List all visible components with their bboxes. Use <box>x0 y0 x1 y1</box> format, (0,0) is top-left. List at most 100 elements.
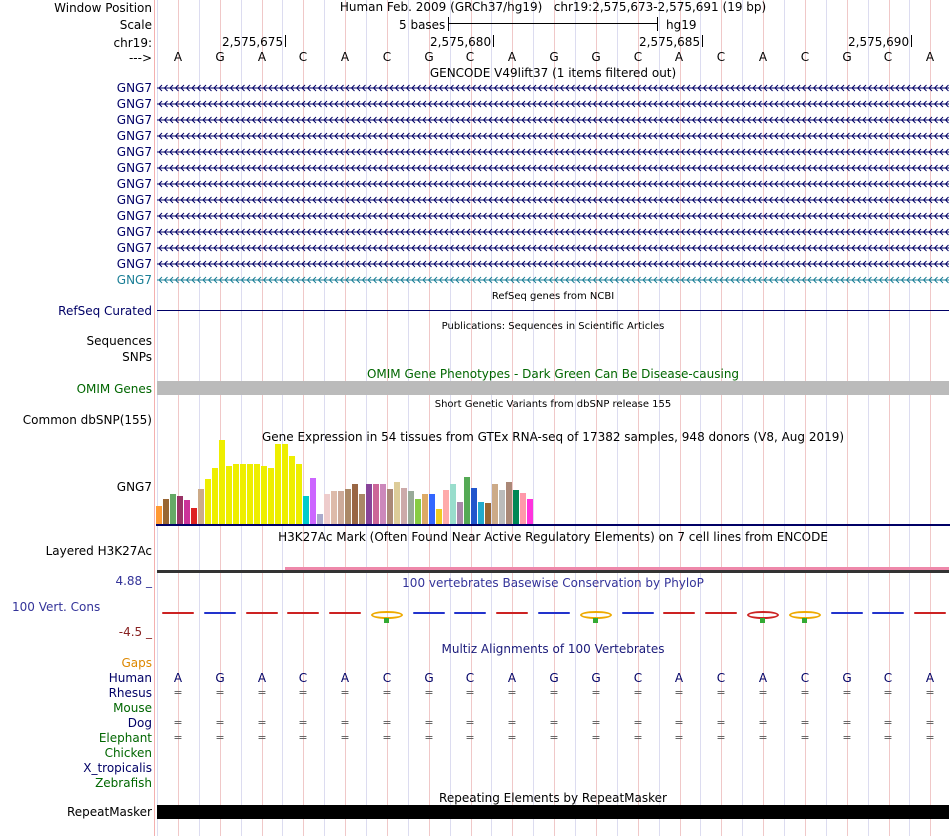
gtex-tissue-bar[interactable] <box>331 491 337 524</box>
gtex-tissue-bar[interactable] <box>219 440 225 524</box>
refseq-gene-line[interactable] <box>157 310 949 311</box>
gencode-gene-line[interactable] <box>157 99 949 109</box>
gtex-tissue-bar[interactable] <box>184 500 190 524</box>
gencode-gene-label[interactable]: GNG7 <box>116 145 152 159</box>
gtex-tissue-bar[interactable] <box>422 494 428 524</box>
refseq-label[interactable]: RefSeq Curated <box>58 304 152 318</box>
gencode-gene-line[interactable] <box>157 211 949 221</box>
gtex-tissue-bar[interactable] <box>450 484 456 524</box>
gtex-tissue-bar[interactable] <box>499 490 505 524</box>
gtex-bar-chart[interactable] <box>156 440 540 524</box>
gtex-track-title[interactable]: Gene Expression in 54 tissues from GTEx … <box>261 430 845 444</box>
gencode-gene-label[interactable]: GNG7 <box>116 209 152 223</box>
refseq-track-title[interactable]: RefSeq genes from NCBI <box>491 291 615 302</box>
gtex-tissue-bar[interactable] <box>394 482 400 524</box>
h3k27ac-label[interactable]: Layered H3K27Ac <box>45 544 152 558</box>
conservation-track-title[interactable]: 100 vertebrates Basewise Conservation by… <box>402 576 704 590</box>
gtex-tissue-bar[interactable] <box>429 494 435 524</box>
gtex-tissue-bar[interactable] <box>387 489 393 524</box>
gtex-tissue-bar[interactable] <box>247 464 253 524</box>
omim-gene-bar[interactable] <box>157 381 949 395</box>
gtex-tissue-bar[interactable] <box>366 484 372 524</box>
gencode-gene-line[interactable] <box>157 275 949 285</box>
gtex-tissue-bar[interactable] <box>296 464 302 524</box>
conservation-label[interactable]: 100 Vert. Cons <box>12 600 101 614</box>
gtex-tissue-bar[interactable] <box>492 484 498 524</box>
gtex-tissue-bar[interactable] <box>254 464 260 524</box>
gtex-tissue-bar[interactable] <box>471 488 477 524</box>
gencode-gene-label[interactable]: GNG7 <box>116 257 152 271</box>
gtex-tissue-bar[interactable] <box>520 493 526 524</box>
species-zebrafish[interactable]: Zebrafish <box>95 776 152 790</box>
gencode-gene-label[interactable]: GNG7 <box>116 193 152 207</box>
gtex-tissue-bar[interactable] <box>373 484 379 524</box>
gencode-track-title[interactable]: GENCODE V49lift37 (1 items filtered out) <box>429 66 677 80</box>
species-elephant[interactable]: Elephant <box>98 731 152 745</box>
h3k27ac-track-title[interactable]: H3K27Ac Mark (Often Found Near Active Re… <box>278 530 828 544</box>
gtex-tissue-bar[interactable] <box>415 499 421 524</box>
gtex-tissue-bar[interactable] <box>163 499 169 524</box>
gtex-tissue-bar[interactable] <box>205 479 211 524</box>
gtex-tissue-bar[interactable] <box>282 444 288 524</box>
gtex-tissue-bar[interactable] <box>240 464 246 524</box>
gencode-gene-line[interactable] <box>157 259 949 269</box>
gencode-gene-label[interactable]: GNG7 <box>116 129 152 143</box>
gtex-tissue-bar[interactable] <box>345 489 351 524</box>
publications-track-title[interactable]: Publications: Sequences in Scientific Ar… <box>441 321 665 332</box>
gtex-gene-label[interactable]: GNG7 <box>116 480 152 494</box>
gtex-tissue-bar[interactable] <box>485 503 491 524</box>
gencode-gene-label[interactable]: GNG7 <box>116 113 152 127</box>
h3k27ac-signal[interactable] <box>157 570 949 573</box>
species-mouse[interactable]: Mouse <box>113 701 152 715</box>
species-x-tropicalis[interactable]: X_tropicalis <box>83 761 152 775</box>
gencode-gene-line[interactable] <box>157 243 949 253</box>
gtex-tissue-bar[interactable] <box>380 484 386 524</box>
gtex-tissue-bar[interactable] <box>338 491 344 524</box>
gtex-tissue-bar[interactable] <box>401 488 407 524</box>
gtex-tissue-bar[interactable] <box>464 477 470 524</box>
gtex-tissue-bar[interactable] <box>191 508 197 524</box>
gtex-tissue-bar[interactable] <box>457 502 463 524</box>
gtex-tissue-bar[interactable] <box>289 456 295 524</box>
snps-label[interactable]: SNPs <box>122 350 152 364</box>
h3k27ac-signal-overlay[interactable] <box>285 567 949 570</box>
dbsnp-track-title[interactable]: Short Genetic Variants from dbSNP releas… <box>434 399 672 410</box>
species-human[interactable]: Human <box>108 671 152 685</box>
gencode-gene-label[interactable]: GNG7 <box>116 97 152 111</box>
gencode-gene-line[interactable] <box>157 195 949 205</box>
repeatmasker-bar[interactable] <box>157 805 949 819</box>
gtex-tissue-bar[interactable] <box>408 491 414 524</box>
gtex-tissue-bar[interactable] <box>198 489 204 524</box>
gencode-gene-line[interactable] <box>157 147 949 157</box>
gencode-gene-label[interactable]: GNG7 <box>116 225 152 239</box>
gencode-gene-line[interactable] <box>157 179 949 189</box>
gtex-tissue-bar[interactable] <box>156 506 162 524</box>
dbsnp-label[interactable]: Common dbSNP(155) <box>22 413 152 427</box>
omim-track-title[interactable]: OMIM Gene Phenotypes - Dark Green Can Be… <box>366 367 740 381</box>
gtex-tissue-bar[interactable] <box>478 502 484 524</box>
species-dog[interactable]: Dog <box>127 716 152 730</box>
repeatmasker-label[interactable]: RepeatMasker <box>66 805 152 819</box>
gtex-tissue-bar[interactable] <box>261 466 267 524</box>
species-rhesus[interactable]: Rhesus <box>108 686 152 700</box>
gencode-gene-label[interactable]: GNG7 <box>116 81 152 95</box>
gtex-tissue-bar[interactable] <box>359 494 365 524</box>
omim-label[interactable]: OMIM Genes <box>76 382 152 396</box>
gencode-gene-line[interactable] <box>157 163 949 173</box>
gtex-tissue-bar[interactable] <box>268 468 274 524</box>
gtex-tissue-bar[interactable] <box>170 494 176 524</box>
gtex-tissue-bar[interactable] <box>443 490 449 524</box>
gtex-tissue-bar[interactable] <box>317 514 323 524</box>
conservation-logo[interactable] <box>0 604 950 626</box>
gtex-tissue-bar[interactable] <box>352 484 358 524</box>
gencode-gene-label[interactable]: GNG7 <box>116 177 152 191</box>
gtex-tissue-bar[interactable] <box>436 509 442 524</box>
gencode-gene-label[interactable]: GNG7 <box>116 161 152 175</box>
gtex-tissue-bar[interactable] <box>226 466 232 524</box>
position-text[interactable]: Human Feb. 2009 (GRCh37/hg19) chr19:2,57… <box>339 0 767 14</box>
gtex-tissue-bar[interactable] <box>212 468 218 524</box>
gtex-tissue-bar[interactable] <box>303 496 309 524</box>
gtex-tissue-bar[interactable] <box>233 464 239 524</box>
gtex-tissue-bar[interactable] <box>324 494 330 524</box>
gtex-tissue-bar[interactable] <box>177 496 183 524</box>
